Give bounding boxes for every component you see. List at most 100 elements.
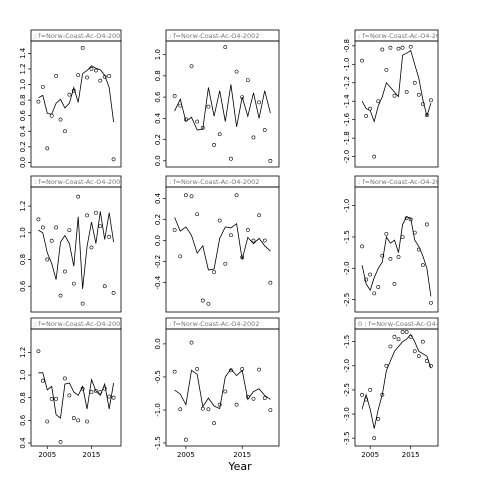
data-point — [45, 257, 50, 262]
y-tick-label: 0.0 — [19, 157, 27, 168]
y-tick-label: 0.0 — [154, 155, 162, 166]
y-tick-label: 0.8 — [154, 70, 162, 81]
data-point — [240, 255, 245, 260]
panel-strip-label: : f=Norw-Coast-Ac-O4-2002 — [34, 320, 124, 328]
data-point — [388, 344, 393, 349]
y-tick-label: -1.2 — [343, 76, 351, 90]
data-point — [212, 421, 216, 426]
data-point — [368, 272, 373, 277]
y-tick-label: 0.2 — [154, 214, 162, 225]
data-point — [251, 396, 256, 401]
data-point — [58, 117, 63, 122]
data-point — [262, 128, 267, 132]
data-point — [229, 368, 233, 373]
data-point — [376, 416, 381, 421]
data-point — [85, 419, 89, 424]
data-point — [396, 46, 401, 51]
data-point — [58, 439, 63, 444]
data-point — [178, 254, 183, 259]
y-tick-label: -1.0 — [343, 57, 351, 71]
panel-frame — [354, 40, 439, 168]
data-point — [245, 228, 250, 232]
y-tick-label: -1.6 — [343, 112, 351, 126]
data-point — [420, 263, 425, 268]
y-tick-label: 0.6 — [19, 414, 27, 426]
y-tick-label: -0.8 — [343, 39, 351, 53]
data-point — [376, 99, 381, 104]
y-tick-label: -1.0 — [154, 403, 162, 417]
data-point — [268, 280, 273, 285]
data-point — [89, 67, 94, 71]
data-point — [93, 210, 98, 215]
y-tick-label: -1.5 — [343, 335, 351, 349]
data-point — [183, 193, 188, 198]
data-point — [384, 231, 389, 236]
data-point — [49, 238, 54, 243]
data-point — [200, 298, 205, 303]
data-point — [257, 367, 262, 372]
data-point — [384, 67, 389, 72]
data-point — [45, 146, 50, 151]
data-point — [178, 407, 183, 412]
y-tick-label: -3.0 — [343, 407, 351, 421]
panel-frame — [165, 40, 280, 168]
data-point — [80, 301, 85, 306]
data-point — [251, 135, 256, 140]
data-point — [384, 363, 389, 368]
series-line — [38, 372, 114, 419]
x-tick-label: 2005 — [361, 451, 379, 459]
data-point — [360, 58, 364, 63]
data-point — [189, 64, 194, 69]
data-point — [424, 222, 429, 227]
y-tick-label: 1.4 — [19, 47, 27, 59]
data-point — [63, 269, 67, 274]
data-point — [67, 228, 72, 233]
panel-strip-label: : f=Norw-Coast-Ac-O4-2002 — [169, 178, 259, 186]
data-point — [240, 95, 245, 99]
y-tick-label: 0.6 — [19, 280, 27, 292]
data-point — [107, 234, 112, 239]
y-tick-label: -1.4 — [343, 94, 351, 108]
panel-frame — [354, 186, 439, 313]
data-point — [416, 354, 421, 359]
data-point — [63, 376, 67, 381]
data-point — [396, 255, 401, 259]
y-tick-label: 0.0 — [154, 338, 162, 349]
panel-strip-label: : f=Norw-Coast-Ac-O4-2002 — [169, 32, 259, 40]
y-tick-label: 1.0 — [19, 369, 27, 380]
y-tick-label: 0.0 — [154, 235, 162, 246]
panel-strip-label: : f=Norw-Coast-Ac-O4-2002 — [358, 178, 448, 186]
data-point — [380, 392, 385, 397]
data-point — [98, 390, 103, 394]
x-tick-label: 2015 — [233, 451, 251, 459]
data-point — [111, 395, 116, 400]
data-point — [172, 94, 177, 98]
data-point — [172, 369, 177, 374]
y-tick-label: -1.8 — [343, 131, 351, 145]
data-point — [400, 235, 405, 239]
data-point — [98, 224, 103, 229]
data-point — [40, 378, 45, 383]
y-tick-label: 0.8 — [19, 392, 27, 403]
data-point — [89, 390, 94, 394]
data-point — [80, 386, 85, 391]
data-point — [102, 74, 107, 79]
data-point — [372, 291, 377, 296]
y-tick-label: 0.4 — [19, 125, 27, 137]
panel-strip-label: 0 : f=Norw-Coast-Ac-O4-2002 — [358, 320, 455, 328]
data-point — [412, 349, 417, 354]
x-tick-label: 2015 — [83, 451, 101, 459]
y-tick-label: -1.5 — [343, 230, 351, 244]
data-point — [102, 386, 107, 391]
data-point — [424, 359, 429, 363]
y-tick-label: -2.5 — [343, 293, 351, 307]
data-point — [212, 270, 216, 275]
data-point — [404, 90, 409, 94]
y-tick-label: -2.0 — [343, 150, 351, 164]
y-tick-label: -0.4 — [154, 275, 162, 289]
series-line — [361, 49, 432, 123]
y-tick-label: 0.4 — [154, 192, 162, 204]
panel-frame — [165, 186, 280, 313]
data-point — [223, 45, 228, 50]
data-point — [234, 402, 239, 407]
